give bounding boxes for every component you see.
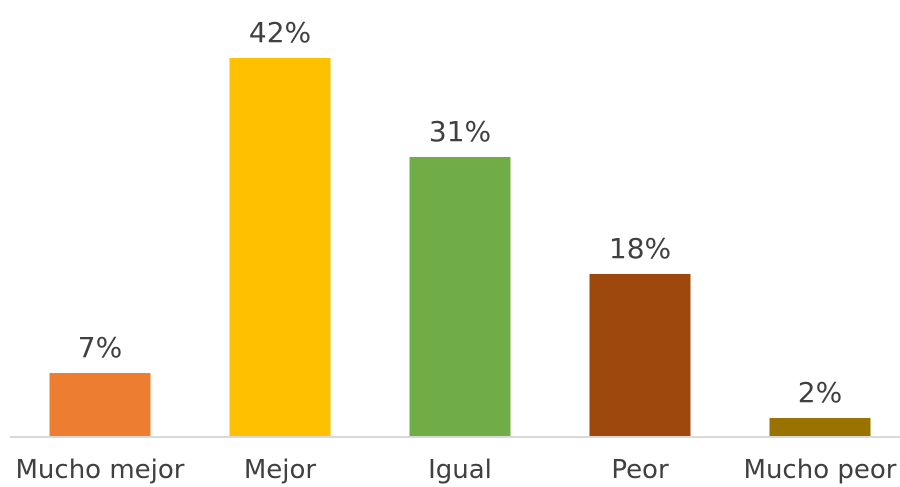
category-label: Mucho mejor [16, 455, 185, 485]
labels-layer: 7% Mucho mejor 42% Mejor 31% Igual 18% Peor 2% Mu… [16, 16, 897, 485]
bar-mucho-mejor [49, 373, 151, 436]
bars-layer [49, 58, 871, 436]
data-label: 42% [249, 16, 311, 49]
bar-mejor [229, 58, 331, 436]
category-label: Igual [428, 455, 492, 485]
category-label: Peor [611, 455, 669, 485]
data-label: 2% [798, 376, 842, 409]
data-label: 7% [78, 331, 122, 364]
category-label: Mejor [244, 455, 317, 485]
data-label: 18% [609, 232, 671, 265]
bar-peor [589, 274, 691, 436]
category-label: Mucho peor [744, 455, 897, 485]
bar-igual [409, 157, 511, 436]
data-label: 31% [429, 115, 491, 148]
bar-mucho-peor [769, 418, 871, 436]
